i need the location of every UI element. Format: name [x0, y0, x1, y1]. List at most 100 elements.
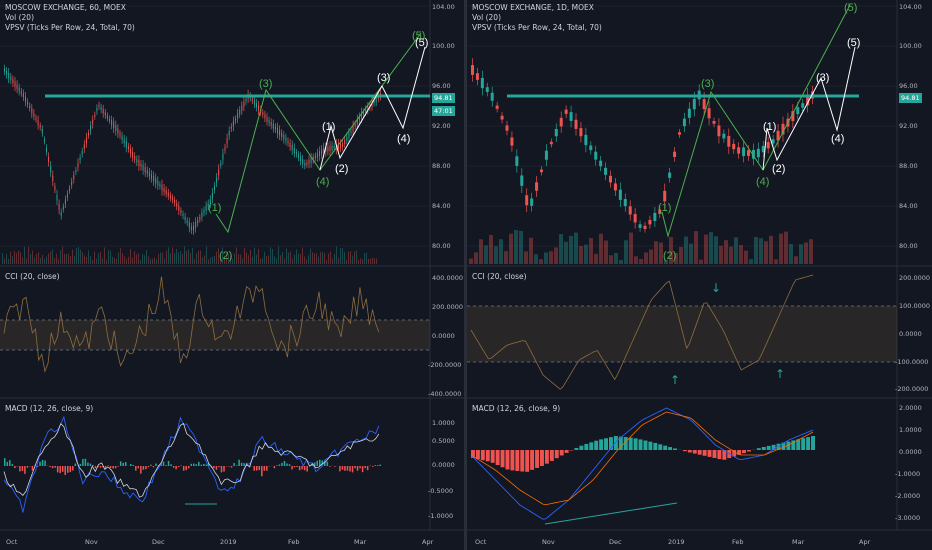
- volume-bar: [60, 250, 61, 264]
- volume-indicator-label[interactable]: Vol (20): [5, 13, 35, 22]
- macd-histogram-bar: [195, 464, 198, 466]
- volume-bar: [122, 253, 123, 264]
- macd-histogram-bar: [36, 466, 39, 467]
- macd-histogram-bar: [356, 466, 359, 471]
- volume-bar: [30, 254, 31, 264]
- chart-canvas-hourly[interactable]: [0, 0, 465, 550]
- macd-axis-label: -2.0000: [895, 492, 921, 500]
- candle-body: [717, 125, 721, 137]
- macd-axis-label: -1.0000: [895, 470, 921, 478]
- macd-histogram-bar: [233, 462, 235, 466]
- macd-histogram-bar: [515, 450, 520, 471]
- wave-label-g5: (5): [412, 30, 426, 42]
- chart-panel-daily[interactable]: ↓ ↑ ↑ MOSCOW EXCHANGE, 1D, MOEX Vol (20) V…: [467, 0, 932, 550]
- cci-indicator-label[interactable]: CCI (20, close): [5, 272, 60, 281]
- candle-body: [85, 137, 87, 144]
- candle-body: [214, 186, 215, 190]
- volume-bar: [689, 243, 693, 264]
- volume-bar: [242, 258, 243, 264]
- volume-bar: [314, 253, 315, 264]
- macd-histogram-bar: [203, 463, 205, 466]
- candle-body: [127, 146, 129, 150]
- candle-body: [505, 125, 509, 131]
- chart-divider[interactable]: [464, 0, 467, 550]
- volume-bar: [264, 251, 265, 264]
- volume-bar: [68, 253, 69, 264]
- volume-bar: [310, 248, 311, 264]
- chart-panel-hourly[interactable]: MOSCOW EXCHANGE, 60, MOEX Vol (20) VPSV …: [0, 0, 465, 550]
- volume-bar: [120, 248, 121, 264]
- macd-axis-label: -0.5000: [428, 487, 454, 495]
- volume-bar: [8, 258, 9, 264]
- candle-body: [174, 199, 176, 204]
- chart-canvas-daily[interactable]: ↓ ↑ ↑: [467, 0, 932, 550]
- volume-bar: [574, 232, 578, 264]
- volume-bar: [54, 258, 55, 264]
- volume-bar: [494, 246, 498, 264]
- volume-bar: [140, 259, 141, 264]
- volume-bar: [56, 253, 57, 264]
- volume-bar: [92, 259, 93, 264]
- wave-label-w1: (1): [322, 121, 336, 133]
- macd-indicator-label[interactable]: MACD (12, 26, close, 9): [5, 404, 94, 413]
- vpsv-indicator-label[interactable]: VPSV (Ticks Per Row, 24, Total, 70): [472, 23, 602, 32]
- volume-indicator-label[interactable]: Vol (20): [472, 13, 502, 22]
- volume-bar: [116, 258, 117, 264]
- candle-body: [510, 137, 514, 146]
- candle-body: [98, 104, 100, 107]
- volume-bar: [28, 246, 29, 264]
- cci-axis-label: 200.0000: [432, 303, 464, 311]
- candle-body: [530, 198, 534, 206]
- macd-histogram-bar: [31, 466, 34, 471]
- wave-label-w5: (5): [847, 37, 861, 49]
- candle-body: [106, 115, 108, 119]
- volume-bar: [258, 248, 259, 264]
- cci-band: [467, 306, 897, 362]
- volume-bar: [52, 249, 53, 264]
- macd-histogram-bar: [500, 450, 505, 468]
- macd-histogram-bar: [223, 466, 225, 472]
- macd-histogram-bar: [104, 466, 107, 469]
- volume-bar: [102, 258, 103, 264]
- volume-bar: [192, 247, 193, 264]
- macd-histogram-bar: [554, 450, 559, 459]
- macd-histogram-bar: [6, 461, 9, 466]
- symbol-title[interactable]: MOSCOW EXCHANGE, 60, MOEX: [5, 3, 126, 12]
- volume-bar: [304, 256, 305, 264]
- volume-bar: [24, 246, 25, 264]
- candle-body: [500, 115, 504, 120]
- candle-body: [751, 149, 755, 159]
- time-axis-label: Oct: [475, 538, 487, 546]
- candle-body: [8, 72, 10, 79]
- candle-body: [73, 175, 75, 180]
- candle-body: [119, 133, 121, 136]
- candle-body: [321, 149, 323, 155]
- volume-bar: [148, 256, 149, 264]
- time-axis-label: Nov: [85, 538, 98, 546]
- candle-body: [22, 93, 24, 98]
- wave-label-g3: (3): [259, 78, 273, 90]
- candle-body: [140, 163, 142, 167]
- volume-bar: [144, 255, 145, 264]
- volume-bar: [659, 242, 663, 264]
- candle-body: [304, 163, 306, 166]
- macd-histogram-bar: [653, 442, 658, 450]
- macd-indicator-label[interactable]: MACD (12, 26, close, 9): [472, 404, 561, 413]
- candle-body: [300, 156, 302, 162]
- cci-indicator-label[interactable]: CCI (20, close): [472, 272, 527, 281]
- candle-body: [348, 132, 350, 138]
- macd-histogram-bar: [658, 444, 663, 450]
- price-axis-label: 84.00: [899, 202, 918, 210]
- candle-body: [346, 136, 348, 141]
- vpsv-indicator-label[interactable]: VPSV (Ticks Per Row, 24, Total, 70): [5, 23, 135, 32]
- macd-histogram-bar: [56, 466, 59, 473]
- macd-histogram-bar: [349, 466, 351, 472]
- volume-bar: [78, 247, 79, 264]
- volume-bar: [774, 259, 778, 264]
- macd-histogram-bar: [329, 466, 331, 467]
- symbol-title[interactable]: MOSCOW EXCHANGE, 1D, MOEX: [472, 3, 594, 12]
- macd-histogram-bar: [766, 445, 771, 450]
- volume-bar: [230, 255, 231, 264]
- volume-bar: [729, 246, 733, 264]
- volume-bar: [114, 257, 115, 264]
